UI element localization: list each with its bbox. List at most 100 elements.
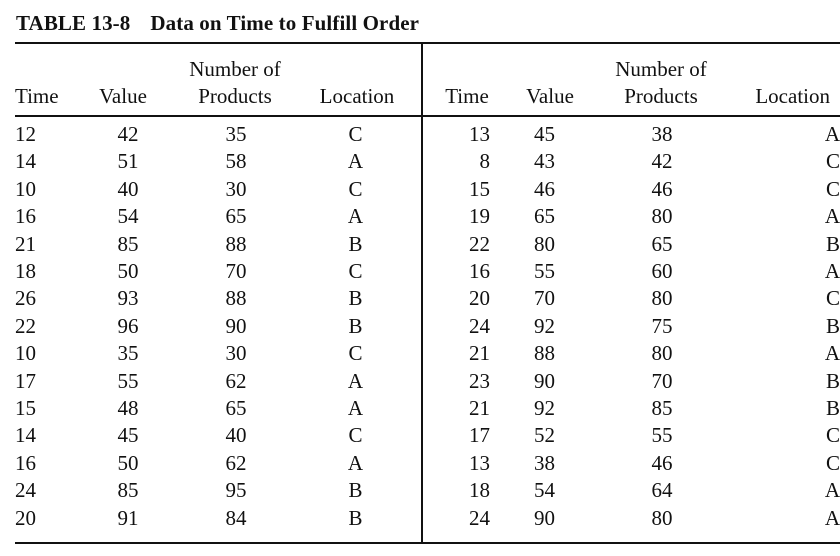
right-header-location: Location: [755, 84, 830, 108]
left-cell-location: C: [348, 341, 363, 366]
right-cell-products: 85: [651, 396, 673, 421]
left-cell-location: B: [348, 478, 363, 503]
left-cell-value: 40: [117, 176, 139, 201]
left-table-row: 24 85 95 B: [15, 477, 420, 504]
right-cell-time: 21: [469, 396, 490, 421]
left-cell-value: 55: [117, 368, 139, 393]
left-table-row: 16 54 65 A: [15, 203, 420, 230]
right-cell-value: 52: [534, 423, 555, 448]
right-cell-value: 92: [534, 313, 555, 338]
right-cell-products: 38: [651, 122, 673, 146]
column-divider: [421, 42, 423, 544]
right-table-row: 23 90 70 B: [445, 368, 840, 395]
left-cell-location: B: [348, 231, 363, 256]
left-cell-time: 21: [15, 231, 36, 256]
right-table-row: 13 38 46 C: [445, 450, 840, 477]
left-data-table: 12 42 35 C 14 51 58 A 10 40 30 C 16 54 65 A 21 85 88 B 18 50 7…: [15, 121, 420, 532]
right-table-row: 22 80 65 B: [445, 231, 840, 258]
right-cell-value: 38: [534, 450, 555, 475]
right-cell-value: 80: [534, 231, 555, 256]
right-table-row: 16 55 60 A: [445, 258, 840, 285]
left-cell-time: 24: [15, 478, 36, 503]
right-cell-value: 88: [534, 341, 555, 366]
left-cell-value: 45: [117, 423, 139, 448]
left-table-row: 26 93 88 B: [15, 285, 420, 312]
left-cell-products: 62: [225, 368, 247, 393]
left-cell-time: 10: [15, 176, 36, 201]
left-table-row: 16 50 62 A: [15, 450, 420, 477]
right-cell-time: 22: [469, 231, 490, 256]
left-cell-time: 16: [15, 204, 36, 229]
left-cell-time: 26: [15, 286, 36, 311]
left-cell-value: 50: [117, 259, 139, 284]
left-cell-location: A: [347, 149, 364, 174]
right-cell-time: 17: [469, 423, 490, 448]
right-cell-location: A: [824, 478, 840, 503]
left-table-row: 20 91 84 B: [15, 505, 420, 532]
left-cell-value: 54: [117, 204, 139, 229]
left-table-row: 14 51 58 A: [15, 148, 420, 175]
right-cell-value: 55: [534, 259, 555, 284]
right-cell-location: B: [825, 368, 840, 393]
left-cell-location: B: [348, 313, 363, 338]
bottom-rule: [15, 542, 840, 544]
left-cell-products: 65: [225, 396, 247, 421]
left-cell-location: A: [347, 396, 364, 421]
right-cell-location: B: [825, 313, 840, 338]
right-data-table: 13 45 38 A 8 43 42 C 15 46 46 C 19 65 80 A 22 80 65 B 16 55 60…: [445, 121, 840, 532]
right-cell-location: C: [825, 450, 840, 475]
table-number: TABLE 13-8: [16, 11, 131, 35]
left-cell-location: A: [347, 450, 364, 475]
right-cell-location: A: [824, 341, 840, 366]
left-table-row: 18 50 70 C: [15, 258, 420, 285]
left-cell-products: 62: [225, 450, 247, 475]
right-table-row: 13 45 38 A: [445, 121, 840, 148]
right-cell-time: 13: [469, 122, 490, 146]
left-cell-time: 20: [15, 505, 36, 530]
left-table-row: 21 85 88 B: [15, 231, 420, 258]
left-cell-products: 88: [225, 286, 247, 311]
right-cell-value: 46: [534, 176, 555, 201]
left-cell-products: 65: [225, 204, 247, 229]
left-cell-value: 48: [117, 396, 139, 421]
left-cell-products: 58: [225, 149, 247, 174]
left-cell-time: 14: [15, 423, 36, 448]
right-table-row: 18 54 64 A: [445, 477, 840, 504]
top-rule: [15, 42, 840, 44]
left-table-row: 10 35 30 C: [15, 340, 420, 367]
left-table-row: 22 96 90 B: [15, 313, 420, 340]
right-cell-time: 13: [469, 450, 490, 475]
right-table-row: 24 92 75 B: [445, 313, 840, 340]
right-table-row: 21 88 80 A: [445, 340, 840, 367]
right-header-time: Time: [445, 84, 489, 108]
left-cell-value: 96: [117, 313, 139, 338]
right-cell-products: 75: [651, 313, 673, 338]
left-cell-location: B: [348, 286, 363, 311]
right-cell-value: 54: [534, 478, 555, 503]
right-header-products-line1: Number of: [615, 57, 707, 81]
right-table-row: 21 92 85 B: [445, 395, 840, 422]
left-table-row: 10 40 30 C: [15, 176, 420, 203]
left-cell-location: C: [348, 122, 363, 146]
right-cell-products: 46: [651, 450, 673, 475]
right-cell-location: B: [825, 396, 840, 421]
right-cell-products: 46: [651, 176, 673, 201]
right-cell-location: C: [825, 423, 840, 448]
right-cell-location: A: [824, 122, 840, 146]
left-cell-products: 30: [225, 176, 247, 201]
left-table-row: 15 48 65 A: [15, 395, 420, 422]
right-table-row: 20 70 80 C: [445, 285, 840, 312]
right-table-row: 19 65 80 A: [445, 203, 840, 230]
right-cell-location: C: [825, 149, 840, 174]
header-rule: [15, 115, 840, 117]
right-cell-products: 60: [651, 259, 673, 284]
right-cell-time: 24: [469, 313, 490, 338]
right-cell-value: 43: [534, 149, 555, 174]
right-header-value: Value: [526, 84, 574, 108]
left-cell-location: C: [348, 423, 363, 448]
right-cell-products: 55: [651, 423, 673, 448]
right-cell-location: B: [825, 231, 840, 256]
right-cell-location: C: [825, 286, 840, 311]
left-cell-value: 42: [117, 122, 139, 146]
left-cell-time: 22: [15, 313, 36, 338]
